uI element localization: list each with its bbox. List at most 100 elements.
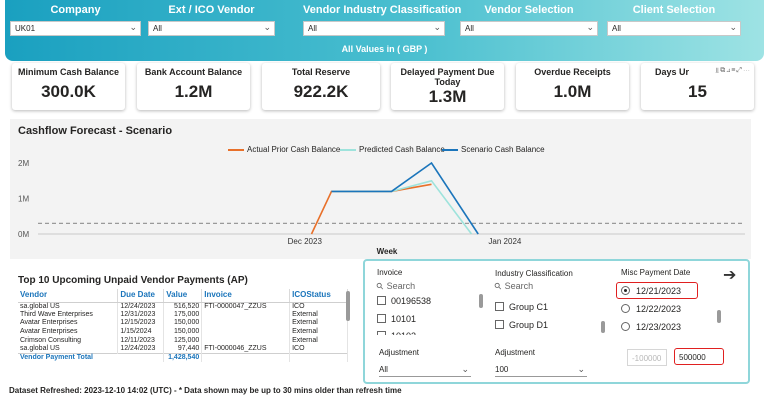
vendor-selection-dropdown-value: All xyxy=(465,24,474,33)
industry-option[interactable]: Group C1 xyxy=(495,302,548,312)
ext-ico-vendor-dropdown[interactable]: All ⌄ xyxy=(148,21,275,36)
cell-due-date: 12/15/2023 xyxy=(117,319,165,328)
checkbox-icon xyxy=(495,320,504,329)
legend-label: Actual Prior Cash Balance xyxy=(247,145,341,154)
vendor-payments-panel: Top 10 Upcoming Unpaid Vendor Payments (… xyxy=(12,269,355,382)
industry-option[interactable]: Group D1 xyxy=(495,320,548,330)
kpi-label: Total Reserve xyxy=(291,67,351,77)
chevron-down-icon: ⌄ xyxy=(729,22,737,32)
legend-swatch xyxy=(442,148,458,151)
column-header-due-date[interactable]: Due Date xyxy=(117,289,165,303)
legend-item-scenario[interactable]: Scenario Cash Balance xyxy=(442,145,545,154)
adjustment-dropdown-value: All xyxy=(379,365,388,374)
x-tick-label: Jan 2024 xyxy=(488,237,521,246)
column-header-vendor[interactable]: Vendor xyxy=(18,289,119,303)
column-header-value[interactable]: Value xyxy=(163,289,203,303)
table-row[interactable]: Third Wave Enterprises 12/31/2023 175,00… xyxy=(18,310,348,320)
cell-value: 150,000 xyxy=(163,319,203,328)
legend-item-predicted[interactable]: Predicted Cash Balance xyxy=(340,145,445,154)
cashflow-chart-panel: 0M 1M 2M Dec 2023 Jan 2024 Week Cashflow Fore… xyxy=(10,119,751,259)
misc-payment-date-label: Misc Payment Date xyxy=(621,268,691,277)
invoice-option[interactable]: 10101 xyxy=(377,314,416,324)
misc-date-option[interactable]: 12/23/2023 xyxy=(621,322,681,332)
kpi-value: 1.0M xyxy=(553,82,592,101)
column-header-invoice[interactable]: Invoice xyxy=(201,289,291,303)
vendor-payments-title: Top 10 Upcoming Unpaid Vendor Payments (… xyxy=(18,275,248,286)
search-icon: ⚲ xyxy=(374,280,386,293)
table-row[interactable]: Crimson Consulting 12/11/2023 125,000 Ex… xyxy=(18,336,348,345)
cell-due-date: 12/11/2023 xyxy=(117,336,165,345)
kpi-card-delayed-payment-due-today: Delayed Payment Due Today 1.3M xyxy=(391,63,504,110)
scenario-panel: Invoice ⚲Search 00196538 10101 10102 Ind… xyxy=(363,259,750,384)
kpi-value: 15 xyxy=(688,82,707,101)
cell-ico-status: External xyxy=(289,319,348,328)
cell-invoice: FTI-0000047_ZZUS xyxy=(201,302,291,311)
invoice-option-label: 10102 xyxy=(391,331,416,335)
cell-due-date: 12/24/2023 xyxy=(117,344,165,354)
misc-date-option[interactable]: 12/21/2023 xyxy=(621,286,681,296)
cell-value: 125,000 xyxy=(163,336,203,345)
cell-invoice xyxy=(201,327,291,337)
kpi-card-total-reserve: Total Reserve 922.2K xyxy=(262,63,380,110)
invoice-option[interactable]: 10102 xyxy=(377,331,416,335)
cell-vendor: sa.global US xyxy=(18,302,119,311)
table-scrollbar[interactable] xyxy=(346,291,350,321)
table-row[interactable]: Avatar Enterprises 12/15/2023 150,000 Ex… xyxy=(18,319,348,328)
radio-icon xyxy=(621,322,630,331)
company-dropdown[interactable]: UK01 ⌄ xyxy=(10,21,141,36)
range-min-input[interactable]: -100000 xyxy=(627,349,667,366)
legend-item-actual[interactable]: Actual Prior Cash Balance xyxy=(228,145,340,154)
industry-search-input[interactable]: ⚲Search xyxy=(492,280,533,292)
industry-classification-dropdown[interactable]: All ⌄ xyxy=(303,21,445,36)
cell-invoice xyxy=(201,319,291,328)
cell-invoice: FTI-0000046_ZZUS xyxy=(201,344,291,354)
chevron-down-icon: ⌄ xyxy=(129,22,137,32)
company-slicer-title: Company xyxy=(50,4,101,16)
kpi-label: Overdue Receipts xyxy=(534,67,611,77)
y-tick-label: 2M xyxy=(18,159,29,168)
misc-date-scrollbar[interactable] xyxy=(717,310,721,323)
adjustment-dropdown[interactable]: All ⌄ xyxy=(379,361,471,377)
total-label: Vendor Payment Total xyxy=(18,353,165,363)
ext-ico-vendor-slicer-title: Ext / ICO Vendor xyxy=(168,4,255,16)
y-tick-label: 0M xyxy=(18,230,29,239)
invoice-search-input[interactable]: ⚲Search xyxy=(374,280,415,293)
kpi-value: 922.2K xyxy=(293,82,349,101)
arrow-right-icon[interactable]: ➔ xyxy=(723,267,737,284)
chevron-down-icon: ⌄ xyxy=(577,364,585,374)
invoice-option[interactable]: 00196538 xyxy=(377,296,431,306)
cell-value: 150,000 xyxy=(163,327,203,337)
adjustment-label: Adjustment xyxy=(379,348,420,357)
kpi-label: Delayed Payment Due Today xyxy=(400,67,495,87)
chevron-down-icon: ⌄ xyxy=(263,22,271,32)
industry-classification-dropdown-value: All xyxy=(308,24,317,33)
visual-header-icons[interactable]: ⫫⧉⊿≡⤢⋯ xyxy=(715,67,751,74)
misc-date-option[interactable]: 12/22/2023 xyxy=(621,304,681,314)
adjustment-value-dropdown[interactable]: 100 ⌄ xyxy=(495,361,587,377)
checkbox-icon xyxy=(377,314,386,323)
column-header-ico-status[interactable]: ICOStatus xyxy=(289,289,348,303)
cell-ico-status: ICO xyxy=(289,302,348,311)
chevron-down-icon: ⌄ xyxy=(433,22,441,32)
invoice-scrollbar[interactable] xyxy=(479,294,483,308)
cell-vendor: Avatar Enterprises xyxy=(18,327,119,337)
legend-swatch xyxy=(340,148,356,151)
selected-date-highlight xyxy=(616,282,698,299)
kpi-label: Bank Account Balance xyxy=(144,67,243,77)
cell-vendor: Avatar Enterprises xyxy=(18,319,119,328)
invoice-option-label: 10101 xyxy=(391,314,417,324)
table-row[interactable]: sa.global US 12/24/2023 97,440 FTI-00000… xyxy=(18,344,348,354)
table-row[interactable]: Avatar Enterprises 1/15/2024 150,000 Ext… xyxy=(18,327,348,337)
radio-selected-icon xyxy=(621,286,630,295)
cell-ico-status: External xyxy=(289,310,348,320)
vendor-selection-dropdown[interactable]: All ⌄ xyxy=(460,21,598,36)
range-max-input[interactable]: 500000 xyxy=(674,348,724,365)
industry-scrollbar[interactable] xyxy=(601,321,605,333)
invoice-option-label: 00196538 xyxy=(391,296,432,306)
vendor-payments-table: Vendor Due Date Value Invoice ICOStatus … xyxy=(18,289,348,363)
vendor-selection-slicer-title: Vendor Selection xyxy=(484,4,574,16)
kpi-value: 300.0K xyxy=(41,82,96,101)
client-selection-dropdown[interactable]: All ⌄ xyxy=(607,21,741,36)
table-row[interactable]: sa.global US 12/24/2023 516,520 FTI-0000… xyxy=(18,302,348,311)
cell-due-date: 12/24/2023 xyxy=(117,302,165,311)
